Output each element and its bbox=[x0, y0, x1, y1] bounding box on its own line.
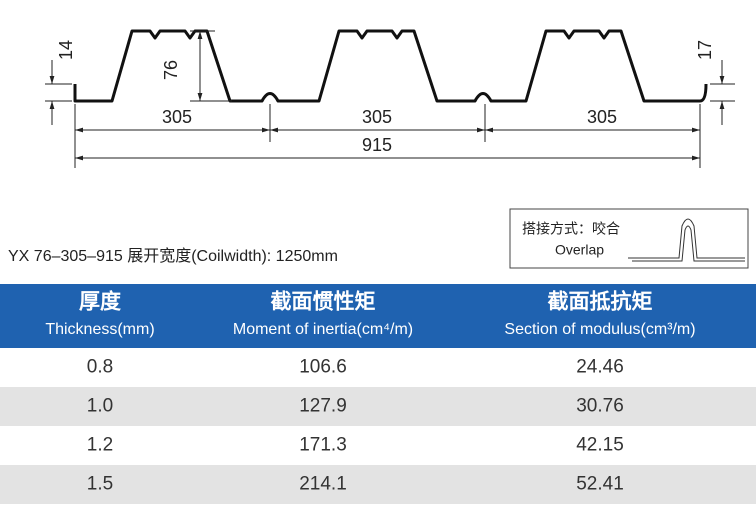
dimension-label: 17 bbox=[695, 40, 715, 60]
header-cn: 截面抵抗矩 bbox=[548, 290, 653, 314]
table-cell: 127.9 bbox=[299, 396, 347, 417]
header-cn: 厚度 bbox=[79, 290, 121, 314]
dimension-label: 915 bbox=[362, 135, 392, 155]
overlap-profile bbox=[632, 225, 745, 262]
table-cell: 42.15 bbox=[576, 435, 624, 456]
dimension-label: 76 bbox=[161, 60, 181, 80]
table: 厚度 Thickness(mm) 截面惯性矩 Moment of inertia(cm… bbox=[0, 284, 756, 504]
dimension-label: 305 bbox=[162, 107, 192, 127]
header-cn: 截面惯性矩 bbox=[271, 290, 376, 314]
table-cell: 1.5 bbox=[87, 474, 113, 495]
table-row bbox=[0, 387, 756, 426]
profile bbox=[73, 29, 708, 103]
dimension-label: 305 bbox=[362, 107, 392, 127]
table-cell: 214.1 bbox=[299, 474, 347, 495]
overlap-label-en: Overlap bbox=[555, 242, 604, 258]
header-en: Moment of inertia(cm⁴/m) bbox=[233, 321, 413, 338]
table-cell: 52.41 bbox=[576, 474, 624, 495]
table-cell: 24.46 bbox=[576, 357, 624, 378]
overlap-label-cn: 搭接方式：咬合 bbox=[522, 221, 620, 237]
table-cell: 1.0 bbox=[87, 396, 113, 417]
table-cell: 30.76 bbox=[576, 396, 624, 417]
overlap-frame bbox=[509, 208, 749, 269]
overlap-profile bbox=[628, 218, 745, 259]
dimension-label: 305 bbox=[587, 107, 617, 127]
table-row bbox=[0, 348, 756, 387]
table-row bbox=[0, 426, 756, 465]
table-header-band bbox=[0, 284, 756, 348]
table-cell: 171.3 bbox=[299, 435, 347, 456]
dimension-label: 14 bbox=[56, 40, 76, 60]
overlap-box: 搭接方式：咬合 Overlap bbox=[509, 208, 749, 269]
table-row bbox=[0, 465, 756, 504]
profile-drawing: 14 76 17 305 305 305 915 bbox=[45, 29, 735, 168]
header-en: Section of modulus(cm³/m) bbox=[504, 321, 695, 338]
table-cell: 106.6 bbox=[299, 357, 347, 378]
header-en: Thickness(mm) bbox=[45, 321, 154, 338]
spec-text: YX 76–305–915 展开宽度(Coilwidth): 1250mm bbox=[8, 247, 338, 265]
table-cell: 0.8 bbox=[87, 357, 113, 378]
table-cell: 1.2 bbox=[87, 435, 113, 456]
